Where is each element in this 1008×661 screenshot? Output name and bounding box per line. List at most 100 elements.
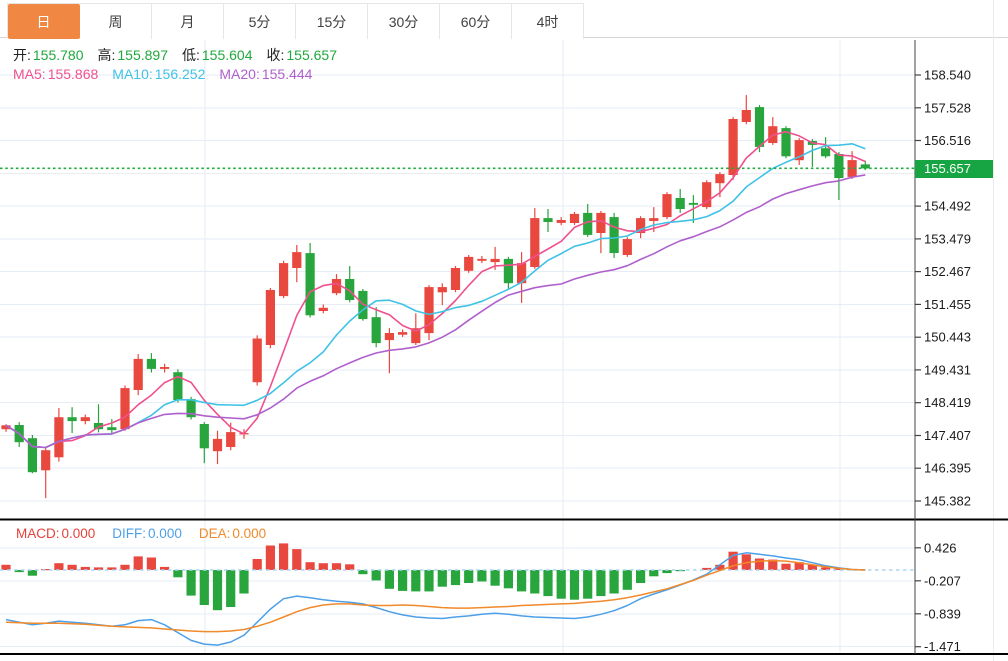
macd-hist-bar	[609, 570, 619, 594]
candle-body	[503, 258, 513, 284]
macd-hist-bar	[160, 566, 170, 570]
candle-body	[384, 333, 394, 341]
low-readout: 低: 155.604	[182, 47, 253, 63]
macd-axis-label: -1.471	[924, 639, 961, 654]
tab-timeframe-1[interactable]: 周	[80, 4, 152, 39]
diff-value: 0.000	[148, 526, 182, 541]
open-readout: 开: 155.780	[13, 47, 84, 63]
price-axis-label: 152.467	[924, 264, 971, 279]
candle-body	[212, 438, 223, 452]
candle-body	[834, 154, 844, 178]
candle-body	[464, 256, 474, 271]
macd-hist-bar	[596, 570, 606, 597]
macd-hist-bar	[384, 570, 394, 589]
macd-axis-label: 0.426	[924, 540, 957, 555]
tab-timeframe-2[interactable]: 月	[152, 4, 224, 39]
macd-hist-bar	[14, 570, 24, 573]
macd-value: 0.000	[61, 526, 96, 541]
macd-hist-bar	[199, 570, 209, 605]
ma-readout: MA5: 155.868 MA10: 156.252 MA20: 155.444	[13, 66, 312, 82]
macd-hist-bar	[556, 570, 566, 599]
open-label: 开:	[13, 47, 31, 63]
price-axis-label: 156.516	[924, 133, 971, 148]
candle-body	[583, 212, 593, 235]
candle-body	[517, 263, 527, 284]
candle-body	[331, 279, 342, 294]
macd-hist-bar	[292, 549, 302, 570]
candle-body	[569, 213, 580, 223]
bottom-border-line	[0, 653, 1008, 655]
candle-body	[754, 107, 765, 147]
macd-hist-bar	[93, 567, 104, 570]
macd-hist-bar	[186, 570, 196, 596]
macd-hist-bar	[543, 570, 553, 597]
candle-body	[609, 217, 619, 253]
macd-hist-bar	[636, 570, 646, 583]
candle-body	[636, 218, 646, 233]
close-value: 155.657	[286, 47, 337, 63]
tab-timeframe-7[interactable]: 4时	[512, 4, 584, 39]
candle-body	[120, 388, 130, 430]
candle-body	[398, 332, 408, 335]
macd-label: MACD:	[16, 526, 60, 541]
candle-body	[424, 287, 434, 334]
candle-body	[199, 424, 209, 449]
high-value: 155.897	[117, 47, 168, 63]
macd-hist-bar	[173, 570, 183, 578]
macd-hist-bar	[318, 563, 328, 570]
macd-hist-bar	[490, 570, 500, 586]
macd-hist-bar	[728, 551, 738, 570]
price-axis-label: 150.443	[924, 330, 971, 345]
candle-body	[41, 450, 51, 471]
macd-hist-bar	[649, 570, 659, 577]
macd-hist-bar	[27, 570, 37, 576]
candle-body	[371, 317, 381, 344]
candle-body	[715, 174, 725, 184]
candle-body	[27, 438, 37, 473]
candle-body	[292, 252, 302, 268]
candle-body	[821, 148, 831, 157]
price-axis-label: 153.479	[924, 231, 971, 246]
candle-body	[226, 432, 236, 447]
dea-value-readout: DEA: 0.000	[199, 526, 266, 542]
ma5-value: 155.868	[47, 66, 99, 82]
macd-hist-bar	[80, 566, 90, 570]
candle-body	[477, 258, 487, 261]
current-price-tag: 155.657	[915, 160, 993, 178]
candle-body	[67, 417, 77, 422]
ma20-readout: MA20: 155.444	[219, 66, 312, 82]
candle-body	[649, 218, 659, 221]
macd-hist-bar	[702, 567, 712, 570]
candlestick-macd-chart[interactable]: 158.540 157.528 156.516 154.492 153.479 152.4…	[0, 40, 1008, 661]
candle-body	[556, 220, 566, 223]
diff-value-readout: DIFF: 0.000	[112, 526, 182, 542]
candle-body	[530, 218, 540, 267]
macd-hist-bar	[464, 570, 474, 583]
candle-body	[728, 119, 738, 175]
price-axis-label: 148.419	[924, 395, 971, 410]
candle-body	[741, 110, 751, 122]
ohlc-readout: 开: 155.780 高: 155.897 低: 155.604 收: 155.657	[13, 47, 337, 63]
high-readout: 高: 155.897	[98, 47, 169, 63]
ma5-line	[5, 130, 866, 449]
dea-label: DEA:	[198, 526, 231, 541]
macd-axis-label: -0.207	[924, 573, 961, 588]
tab-timeframe-5[interactable]: 30分	[368, 4, 440, 39]
ma10-line	[5, 143, 866, 449]
low-value: 155.604	[201, 47, 253, 63]
low-label: 低:	[182, 47, 200, 63]
candle-body	[781, 128, 791, 157]
ma20-value: 155.444	[261, 66, 313, 82]
tab-timeframe-3[interactable]: 5分	[224, 4, 296, 39]
candle-body	[186, 399, 196, 418]
candle-body	[702, 182, 712, 208]
macd-hist-bar	[569, 570, 580, 600]
tab-timeframe-4[interactable]: 15分	[296, 4, 368, 39]
macd-hist-bar	[424, 570, 434, 592]
tab-timeframe-6[interactable]: 60分	[440, 4, 512, 39]
tab-timeframe-0[interactable]: 日	[8, 4, 80, 39]
macd-hist-bar	[331, 563, 342, 570]
macd-hist-bar	[279, 543, 289, 570]
ma5-label: MA5:	[13, 66, 46, 82]
